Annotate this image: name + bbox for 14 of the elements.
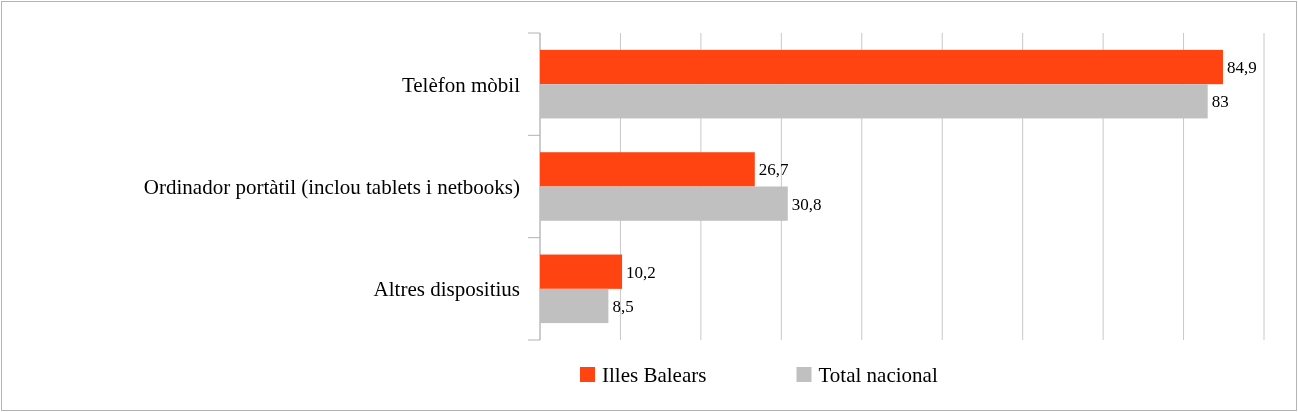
y-tick-label: Altres dispositius [373, 277, 520, 302]
legend-label: Illes Balears [602, 363, 707, 388]
data-label: 10,2 [626, 262, 656, 282]
data-label: 84,9 [1226, 57, 1257, 77]
data-label: 8,5 [612, 296, 634, 316]
bar [540, 152, 755, 187]
data-label: 83 [1211, 92, 1229, 112]
legend-label: Total nacional [818, 363, 938, 388]
bar [540, 254, 623, 289]
bar [540, 49, 1223, 85]
y-tick-label: Ordinador portàtil (inclou tablets i netbooks) [143, 174, 520, 199]
data-label: 30,8 [791, 194, 822, 214]
y-tick-label: Telèfon mòbil [401, 72, 521, 97]
data-label: 26,7 [758, 160, 790, 180]
